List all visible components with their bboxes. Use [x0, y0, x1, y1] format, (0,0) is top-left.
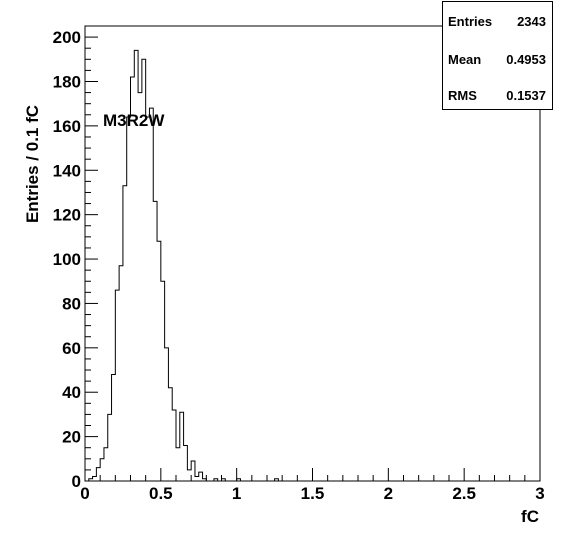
y-tick-label: 140: [53, 161, 81, 180]
histogram-bin: [191, 461, 195, 481]
histogram-bin: [165, 348, 169, 481]
histogram-bin: [138, 93, 142, 481]
x-tick-label: 1.5: [301, 484, 325, 503]
histogram-bin: [157, 241, 161, 481]
histogram-bin: [184, 445, 188, 481]
y-tick-label: 160: [53, 117, 81, 136]
histogram-bin: [168, 388, 172, 481]
y-axis-title: Entries / 0.1 fC: [23, 105, 42, 223]
histogram-bin: [180, 412, 184, 481]
y-tick-label: 40: [62, 383, 81, 402]
y-tick-label: 100: [53, 250, 81, 269]
y-tick-label: 180: [53, 72, 81, 91]
y-tick-label: 20: [62, 428, 81, 447]
stats-entries-value: 2343: [517, 14, 546, 29]
x-tick-label: 1: [232, 484, 241, 503]
histogram-bin: [153, 201, 157, 481]
histogram-bin: [131, 77, 135, 481]
x-tick-label: 2: [384, 484, 393, 503]
histogram-bin: [100, 459, 104, 481]
y-tick-label: 120: [53, 206, 81, 225]
x-tick-label: 3: [535, 484, 544, 503]
x-axis-title: fC: [521, 507, 539, 526]
stats-mean-label: Mean: [448, 52, 482, 67]
histogram-bin: [149, 108, 153, 481]
histogram-bin: [187, 470, 191, 481]
histogram-bin: [199, 472, 203, 481]
y-tick-label: 80: [62, 294, 81, 313]
histogram-bin: [161, 281, 165, 481]
y-tick-label: 0: [72, 472, 81, 491]
x-tick-label: 0.5: [149, 484, 173, 503]
histogram-bin: [119, 266, 123, 481]
stats-entries-label: Entries: [448, 14, 493, 29]
stats-rms-value: 0.1537: [506, 88, 546, 103]
x-tick-label: 2.5: [452, 484, 476, 503]
y-tick-label: 60: [62, 339, 81, 358]
y-tick-label: 200: [53, 28, 81, 47]
stats-row-rms: RMS 0.1537: [448, 88, 546, 103]
histogram-bin: [108, 414, 112, 481]
histogram-bin: [112, 374, 116, 481]
histogram-bin: [93, 477, 97, 481]
histogram-bin: [195, 477, 199, 481]
histogram-annotation: M3R2W: [103, 111, 165, 130]
histogram-bin: [127, 117, 131, 481]
histogram-bin: [123, 186, 127, 481]
histogram-bin: [96, 468, 100, 481]
histogram-bin: [115, 290, 119, 481]
stats-rms-label: RMS: [448, 88, 477, 103]
histogram-bin: [172, 410, 176, 481]
histogram-bin: [104, 448, 108, 481]
statistics-box: Entries 2343 Mean 0.4953 RMS 0.1537: [442, 1, 553, 110]
x-tick-label: 0: [80, 484, 89, 503]
histogram-bin: [176, 448, 180, 481]
histogram-bin: [146, 117, 150, 481]
stats-row-mean: Mean 0.4953: [448, 52, 546, 67]
stats-mean-value: 0.4953: [506, 52, 546, 67]
stats-row-entries: Entries 2343: [448, 14, 546, 29]
